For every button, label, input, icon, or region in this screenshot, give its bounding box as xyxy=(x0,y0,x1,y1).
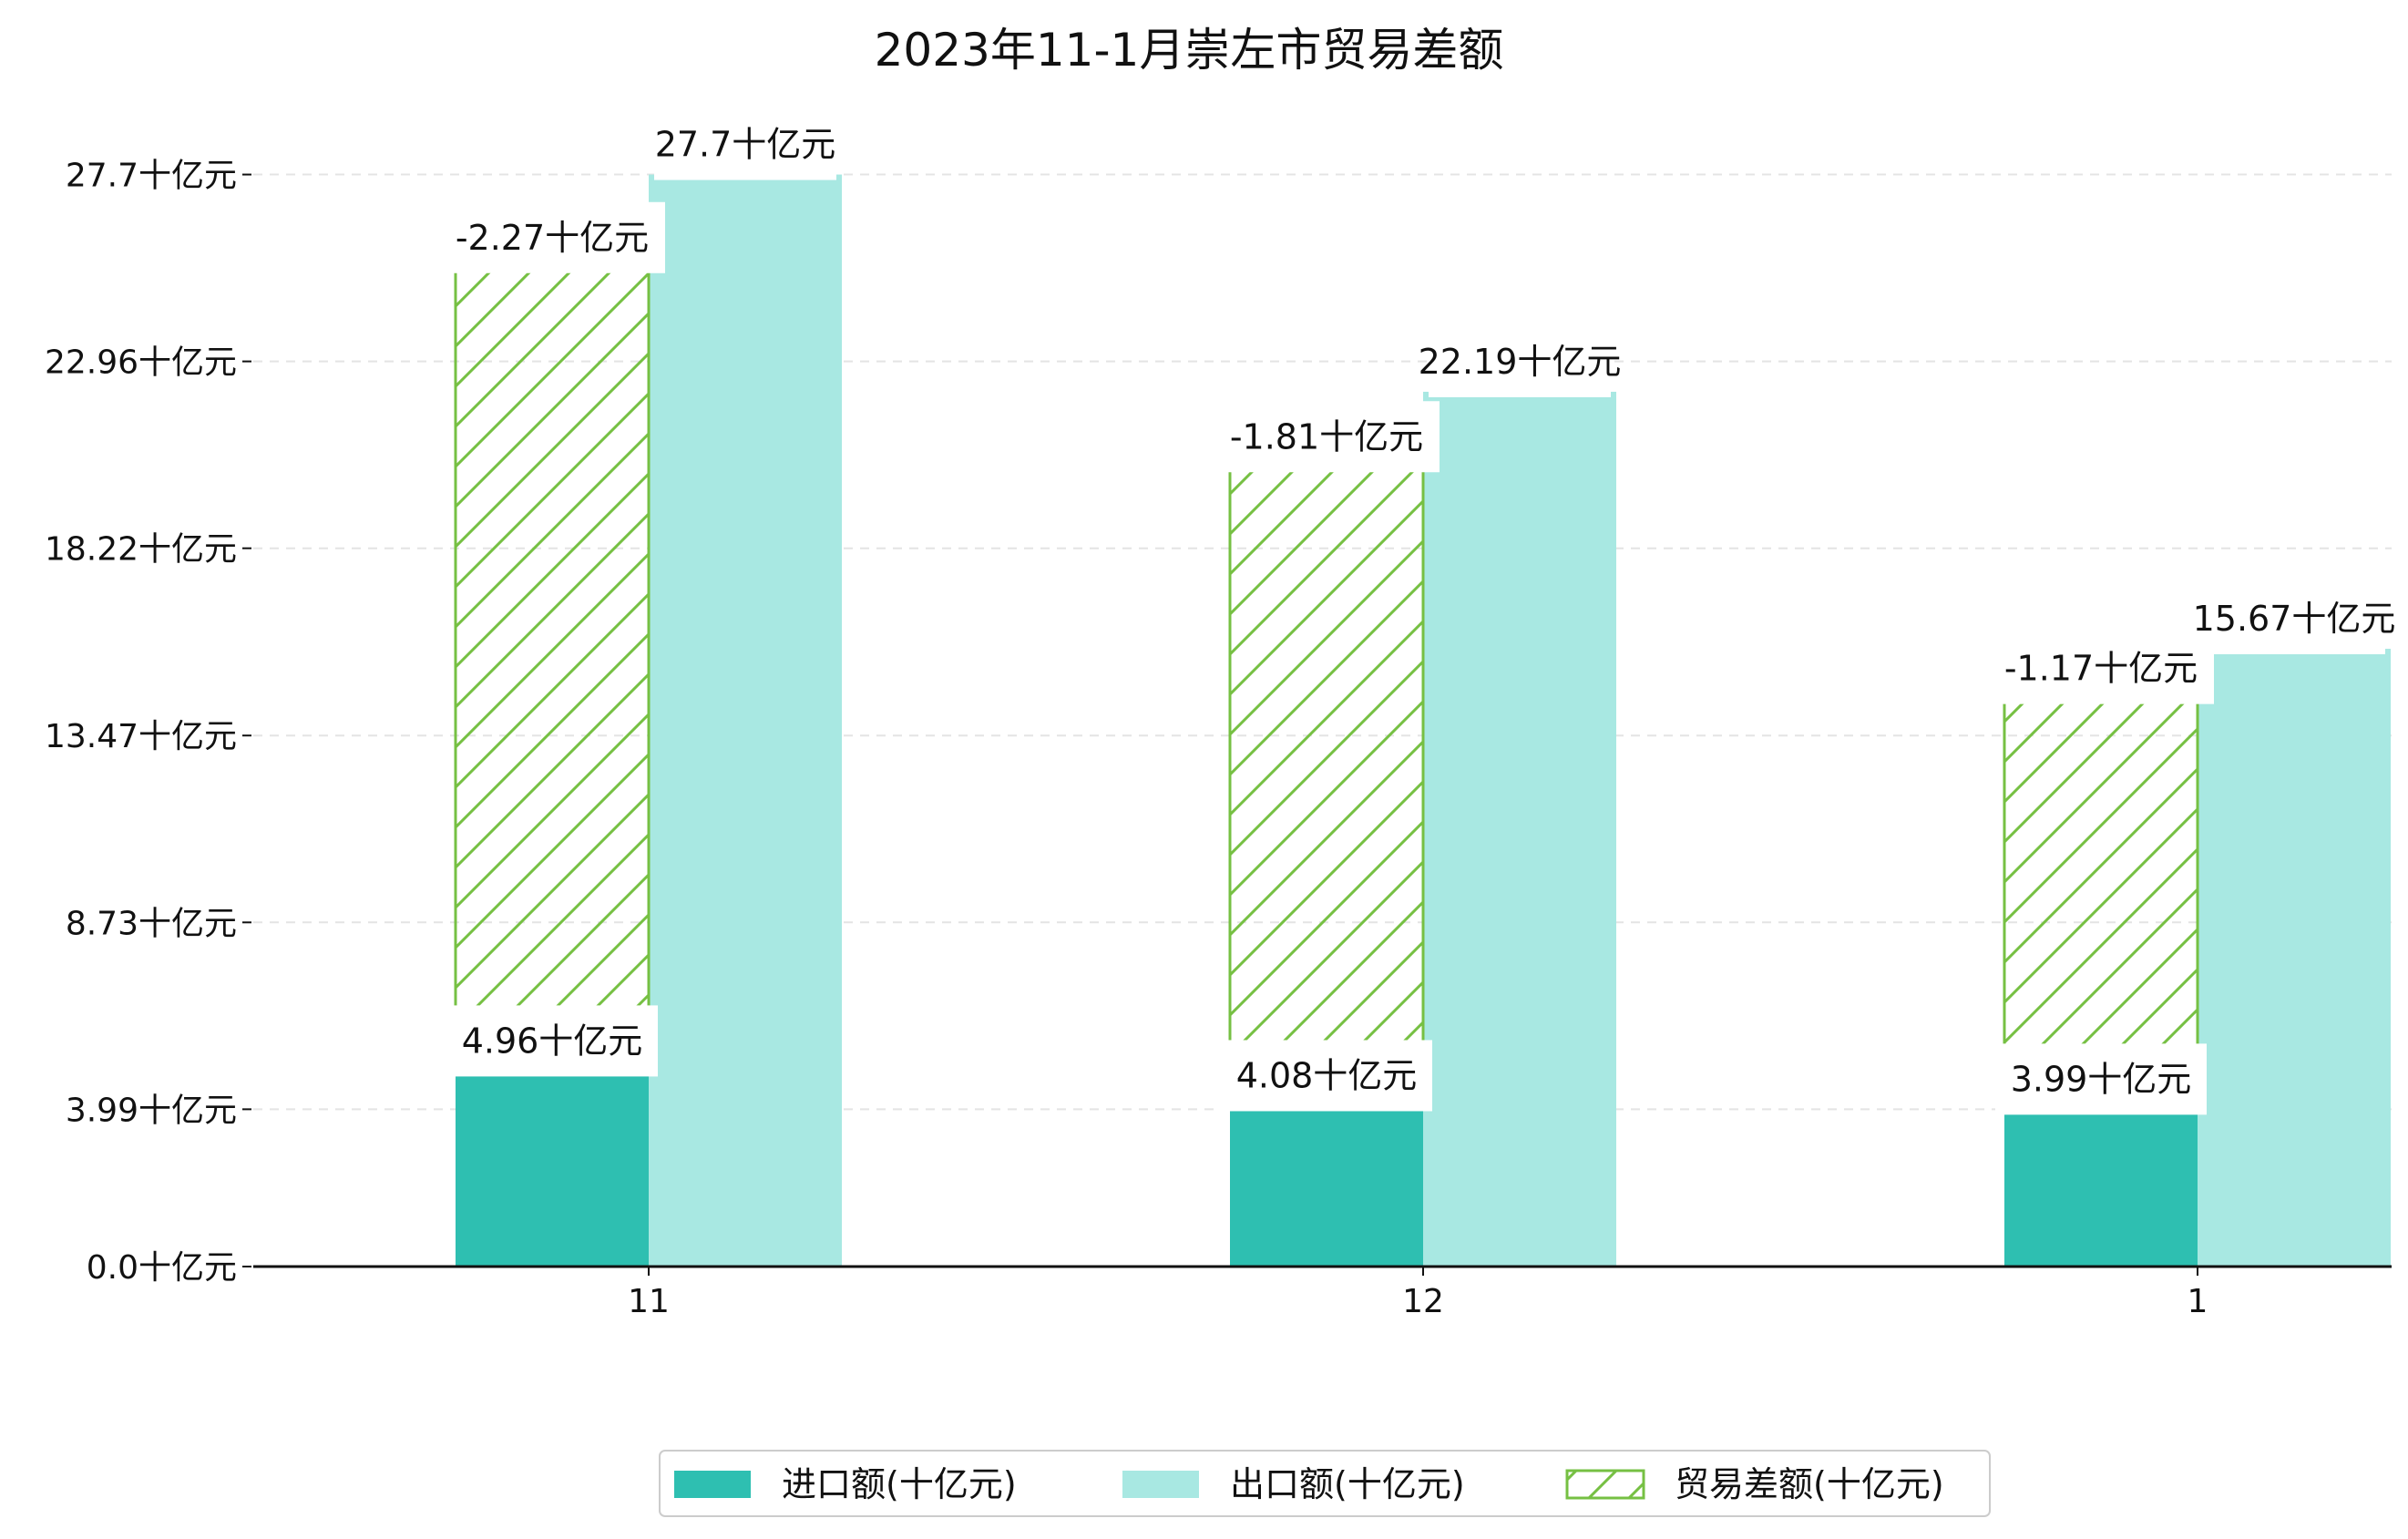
data-label: 3.99十亿元 xyxy=(2011,1059,2192,1099)
bar-export xyxy=(1423,391,1616,1267)
legend-import-swatch xyxy=(674,1471,751,1498)
bar-import xyxy=(1230,1105,1423,1267)
legend-balance-label: 贸易差额(十亿元) xyxy=(1675,1464,1944,1504)
y-tick-label: 18.22十亿元 xyxy=(45,531,237,569)
chart-title: 2023年11-1月崇左市贸易差额 xyxy=(875,24,1504,77)
data-label: 4.96十亿元 xyxy=(462,1021,643,1061)
bar-export xyxy=(2198,649,2391,1267)
data-label-box xyxy=(446,1005,658,1077)
data-label: 15.67十亿元 xyxy=(2193,599,2396,639)
data-label-box xyxy=(1995,1043,2207,1115)
bar-import xyxy=(456,1071,649,1267)
legend-export-label: 出口额(十亿元) xyxy=(1230,1464,1465,1504)
bar-import xyxy=(2004,1109,2198,1267)
x-tick-label: 12 xyxy=(1402,1283,1444,1320)
y-tick-label: 22.96十亿元 xyxy=(45,344,237,382)
bar-balance xyxy=(2003,693,2199,1111)
bar-balance xyxy=(1228,461,1425,1107)
x-tick-label: 1 xyxy=(2188,1283,2208,1320)
y-tick-label: 0.0十亿元 xyxy=(87,1249,237,1287)
data-labels: 27.7十亿元 -2.27十亿元 4.96十亿元 22.19十亿元 -1.81十亿元 4.… xyxy=(439,108,2396,1115)
legend: 进口额(十亿元) 出口额(十亿元) 贸易差额(十亿元) xyxy=(659,1450,1991,1517)
data-label-box xyxy=(654,108,836,180)
data-label-box xyxy=(439,201,665,273)
data-label: 4.08十亿元 xyxy=(1236,1055,1418,1095)
data-label: -1.17十亿元 xyxy=(2004,649,2198,689)
data-label: 22.19十亿元 xyxy=(1419,342,1622,382)
data-label: -2.27十亿元 xyxy=(456,218,649,258)
legend-import-label: 进口额(十亿元) xyxy=(782,1464,1017,1504)
legend-frame xyxy=(659,1450,1991,1517)
data-label-box xyxy=(1221,1040,1432,1112)
x-tick-label: 11 xyxy=(628,1283,670,1320)
data-label-box xyxy=(2203,583,2385,655)
data-label-box xyxy=(1988,632,2214,704)
legend-balance-swatch xyxy=(1565,1469,1645,1500)
axes: 0.0十亿元 3.99十亿元 8.73十亿元 13.47十亿元 18.22十亿元 22.9… xyxy=(45,158,2392,1320)
y-tick-label: 27.7十亿元 xyxy=(66,158,237,195)
y-tick-label: 3.99十亿元 xyxy=(66,1092,237,1129)
data-label: 27.7十亿元 xyxy=(655,125,836,165)
legend-export-swatch xyxy=(1122,1471,1199,1498)
bar-export xyxy=(649,174,842,1267)
y-tick-label: 13.47十亿元 xyxy=(45,718,237,755)
bars xyxy=(454,174,2391,1267)
data-label-box xyxy=(1214,401,1440,473)
bar-balance xyxy=(454,262,651,1072)
data-label: -1.81十亿元 xyxy=(1230,416,1423,457)
data-label-box xyxy=(1429,325,1611,397)
y-tick-label: 8.73十亿元 xyxy=(66,905,237,942)
